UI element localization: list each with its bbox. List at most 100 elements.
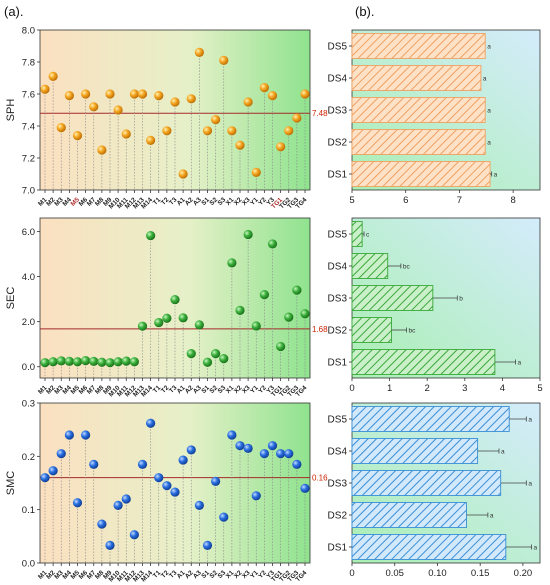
- sec_bar-category-label: DS4: [328, 262, 348, 273]
- sph_bar-bar: [351, 97, 486, 123]
- sph_scatter-point: [97, 145, 107, 155]
- sec_scatter-xtick-label: A3: [192, 384, 203, 395]
- smc_scatter-point: [64, 430, 74, 440]
- sec_scatter-point: [259, 290, 269, 300]
- sec_scatter-point: [178, 313, 188, 323]
- sph_scatter-point: [292, 113, 302, 123]
- sph_scatter-xtick-label: M1: [37, 196, 49, 208]
- sph_scatter-point: [48, 71, 58, 81]
- smc_scatter-point: [284, 449, 294, 459]
- sph_scatter-xtick-label: M4: [61, 196, 73, 208]
- sph_scatter-xtick-label: Y3: [265, 196, 276, 207]
- sph_scatter-xtick-label: X2: [233, 196, 244, 207]
- sph_bar-xtick-label: 7: [457, 195, 462, 206]
- smc_scatter-xtick-label: X2: [233, 569, 244, 580]
- sec_bar-bar: [351, 285, 434, 311]
- sph_scatter-point: [105, 89, 115, 99]
- smc_scatter-xtick-label: X1: [225, 569, 236, 580]
- sec_bar-xtick-label: 4: [500, 383, 505, 394]
- smc_scatter-point: [235, 441, 245, 451]
- sph_scatter-xtick-label: S2: [208, 196, 219, 207]
- sph_bar-bar: [351, 33, 486, 59]
- smc_scatter-point: [243, 443, 253, 453]
- sec_scatter-xtick-label: M2: [45, 384, 57, 396]
- smc_scatter-xtick-label: S1: [200, 569, 211, 580]
- smc_scatter-point: [146, 418, 156, 428]
- sec_bar-bar: [351, 253, 389, 279]
- sph_scatter-ytick-label: 7.2: [22, 154, 35, 165]
- sec_scatter-point: [81, 356, 91, 366]
- sph_bar-sig-letter: a: [487, 108, 491, 115]
- sec_scatter-xtick-label: X2: [233, 384, 244, 395]
- sph_scatter-point: [137, 89, 148, 99]
- sec_bar-sig-letter: bc: [403, 264, 411, 271]
- sec_scatter-xtick-label: Y1: [249, 384, 260, 395]
- sph_scatter-ytick-label: 7.8: [22, 58, 35, 69]
- smc_scatter-xtick-label: S2: [208, 569, 219, 580]
- smc_bar-sig-letter: a: [533, 545, 537, 552]
- smc_scatter-xtick-label: M1: [37, 569, 49, 581]
- sph_bar-category-label: DS2: [328, 138, 348, 149]
- sec_scatter-point: [194, 320, 204, 330]
- sph_scatter-xtick-label: T2: [160, 196, 171, 207]
- sph_scatter-point: [227, 126, 237, 136]
- sph_scatter-point: [202, 126, 213, 136]
- smc_bar-sig-letter: a: [490, 513, 494, 520]
- sec_scatter-ytick-label: 0.0: [22, 362, 35, 373]
- smc_scatter-point: [186, 445, 196, 455]
- smc_bar-xtick-label: 0: [349, 568, 354, 579]
- smc_scatter-point: [259, 449, 269, 459]
- sph_scatter-point: [40, 84, 50, 94]
- sec_scatter-xtick-label: A1: [176, 384, 187, 395]
- sec_scatter-point: [267, 239, 278, 249]
- smc_bar-category-label: DS1: [328, 543, 348, 554]
- sec_scatter-point: [202, 357, 213, 367]
- smc_scatter-point: [97, 519, 107, 529]
- sec_bar-xtick-label: 0: [349, 383, 354, 394]
- sph_scatter-xtick-label: M2: [45, 196, 57, 208]
- sec_scatter-point: [56, 356, 66, 366]
- smc_scatter-xtick-label: M5: [70, 569, 82, 581]
- sec_bar-category-label: DS2: [328, 326, 348, 337]
- sph_scatter-ytick-label: 7.0: [22, 186, 35, 197]
- sph_bar-xtick-label: 5: [349, 195, 354, 206]
- smc_scatter-point: [105, 540, 115, 551]
- sec_scatter-ytick-label: 2.0: [22, 317, 35, 328]
- smc_scatter-xtick-label: S3: [217, 569, 228, 580]
- sph_bar-category-label: DS3: [328, 106, 348, 117]
- smc_scatter-ytick-label: 0.1: [22, 505, 35, 516]
- sec_scatter-point: [170, 294, 180, 305]
- sph_scatter-point: [259, 83, 269, 93]
- sec_bar-plot: c DS5 bc DS4 b DS3 bc DS2 a DS1 0 1 2 3 4 5: [328, 217, 543, 394]
- sec_scatter-point: [48, 357, 58, 367]
- smc_scatter-point: [89, 459, 99, 469]
- sph_bar-bar: [351, 161, 491, 187]
- smc_scatter-ytick-label: 0.0: [22, 559, 35, 570]
- smc_scatter-plot-area: [39, 402, 311, 564]
- sec_scatter-xtick-label: S2: [208, 384, 219, 395]
- smc_scatter-point: [194, 500, 204, 510]
- sec_scatter-ytick-label: 6.0: [22, 227, 35, 238]
- smc_bar-sig-letter: a: [501, 449, 505, 456]
- sph_scatter-point: [81, 89, 91, 99]
- sec_scatter-point: [121, 356, 131, 366]
- panel-label-a: (a).: [4, 4, 24, 19]
- sph_scatter-xtick-label: A2: [184, 196, 195, 207]
- smc_scatter-point: [56, 449, 66, 459]
- smc_scatter-point: [178, 455, 188, 465]
- sec_scatter-xtick-label: M9: [102, 384, 114, 396]
- sph_scatter-xtick-label: M9: [102, 196, 114, 208]
- sec_scatter-point: [105, 358, 115, 368]
- sph_scatter-point: [284, 126, 294, 136]
- sph_scatter-xtick-label: M7: [86, 196, 98, 208]
- sec_scatter-xtick-label: A2: [184, 384, 195, 395]
- sec_bar-category-label: DS1: [328, 358, 348, 369]
- sec_scatter-xtick-label: M4: [61, 384, 73, 396]
- smc_scatter-point: [251, 491, 261, 501]
- smc_bar-xtick-label: 0.10: [428, 568, 447, 579]
- sec_scatter-point: [97, 357, 107, 367]
- sph_scatter-point: [194, 47, 204, 58]
- smc_bar-xtick-label: 0.15: [471, 568, 490, 579]
- sph_scatter-xtick-label: A1: [176, 196, 187, 207]
- sec_scatter-point: [300, 309, 310, 319]
